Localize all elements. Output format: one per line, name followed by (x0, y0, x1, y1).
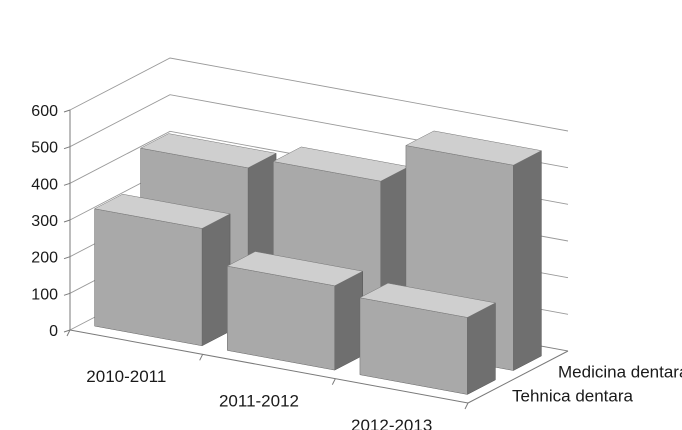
bar-side-face (513, 150, 542, 371)
bar-top-face (359, 282, 497, 318)
category-label: 2011-2012 (219, 392, 299, 411)
bar-front-face (94, 208, 203, 347)
y-tick-mark (63, 146, 71, 150)
bar-1-0 (93, 193, 231, 347)
bar-top-face (93, 193, 231, 229)
y-tick-label: 400 (31, 176, 58, 193)
series-label: Tehnica dentara (512, 386, 634, 405)
category-label: 2012-2013 (351, 416, 432, 430)
y-tick-mark (63, 109, 71, 113)
y-tick-label: 300 (31, 213, 58, 230)
bar-top-face (139, 133, 277, 169)
y-tick-mark (63, 292, 71, 296)
chart-bars (93, 130, 543, 395)
y-tick-label: 0 (49, 323, 58, 340)
series-label: Medicina dentara (558, 363, 682, 382)
depth-axis-line (467, 350, 569, 404)
bar-top-face (226, 251, 364, 287)
x-axis-line (69, 329, 469, 404)
y-tick-label: 500 (31, 140, 58, 157)
y-tick-mark (63, 329, 71, 333)
y-tick-label: 100 (31, 286, 58, 303)
bar-1-1 (226, 251, 364, 371)
y-tick-mark (63, 219, 71, 223)
gridline (69, 57, 569, 132)
y-tick-labels: 0 100 200 300 400 500 600 (31, 103, 58, 340)
x-tick-mark (66, 329, 71, 337)
category-labels: 2010-2011 2011-2012 2012-2013 (86, 367, 432, 430)
y-tick-mark (63, 182, 71, 186)
y-tick-label: 200 (31, 250, 58, 267)
x-tick-mark (464, 402, 469, 410)
y-tick-mark (63, 256, 71, 260)
series-labels: Medicina dentara Tehnica dentara (512, 363, 682, 406)
bar-side-face (334, 270, 363, 371)
y-tick-label: 600 (31, 103, 58, 120)
bar-side-face (201, 213, 231, 347)
bar-side-face (467, 302, 496, 395)
category-label: 2010-2011 (86, 367, 166, 386)
x-tick-mark (331, 378, 336, 385)
bar-top-face (405, 130, 543, 166)
x-tick-mark (199, 354, 204, 361)
bar-1-2 (359, 282, 497, 395)
